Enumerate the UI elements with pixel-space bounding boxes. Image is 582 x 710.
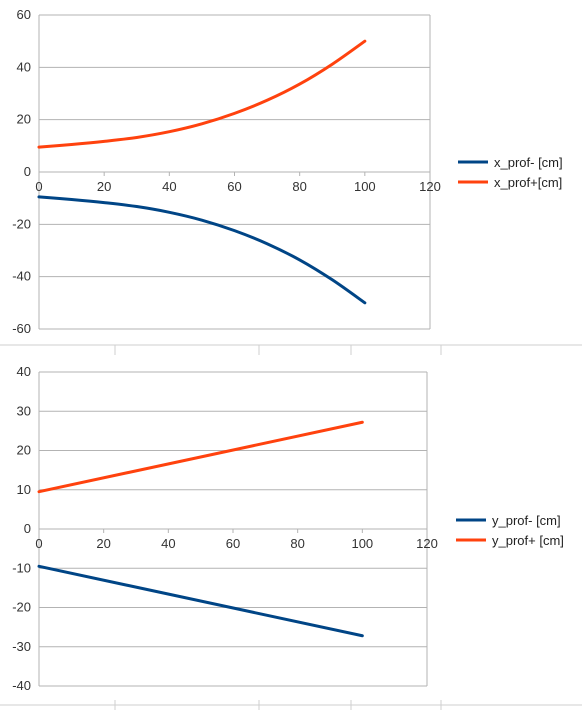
y-tick-label: -20 bbox=[12, 600, 31, 615]
x-tick-label: 20 bbox=[96, 536, 110, 551]
y-tick-label: 20 bbox=[17, 443, 31, 458]
y-tick-label: 30 bbox=[17, 403, 31, 418]
y-tick-label: -10 bbox=[12, 560, 31, 575]
x-tick-label: 20 bbox=[97, 179, 111, 194]
x-tick-label: 40 bbox=[161, 536, 175, 551]
series-line-minus bbox=[37, 195, 367, 305]
x-tick-label: 120 bbox=[419, 179, 441, 194]
y-tick-label: 60 bbox=[17, 7, 31, 22]
x-tick-label: 100 bbox=[351, 536, 373, 551]
separator-ticks bbox=[114, 345, 442, 710]
x-tick-label: 0 bbox=[35, 179, 42, 194]
y-tick-label: 40 bbox=[17, 59, 31, 74]
y-tick-label: -40 bbox=[12, 678, 31, 693]
x-profile-chart: 60 40 20 0 -20 -40 -60 0 20 40 60 80 100 120 x_prof- [… bbox=[12, 7, 562, 336]
y-tick-label: 0 bbox=[24, 164, 31, 179]
series-line-plus bbox=[37, 420, 364, 494]
y-tick-label: 40 bbox=[17, 364, 31, 379]
y-tick-label: -40 bbox=[12, 269, 31, 284]
legend-label: x_prof- [cm] bbox=[494, 155, 563, 170]
x-tick-label: 120 bbox=[416, 536, 438, 551]
legend-label: x_prof+[cm] bbox=[494, 175, 562, 190]
x-tick-label: 100 bbox=[354, 179, 376, 194]
y-tick-label: -20 bbox=[12, 216, 31, 231]
x-tick-label: 0 bbox=[35, 536, 42, 551]
x-tick-label: 80 bbox=[290, 536, 304, 551]
y-tick-label: -60 bbox=[12, 321, 31, 336]
legend-label: y_prof- [cm] bbox=[492, 513, 561, 528]
legend-label: y_prof+ [cm] bbox=[492, 533, 564, 548]
x-tick-label: 60 bbox=[227, 179, 241, 194]
series-line-plus bbox=[37, 39, 367, 149]
x-tick-label: 80 bbox=[292, 179, 306, 194]
y-tick-label: 20 bbox=[17, 112, 31, 127]
x-tick-label: 40 bbox=[162, 179, 176, 194]
y-tick-label: 0 bbox=[24, 521, 31, 536]
x-tick-label: 60 bbox=[226, 536, 240, 551]
y-tick-label: 10 bbox=[17, 482, 31, 497]
y-tick-label: -30 bbox=[12, 639, 31, 654]
series-line-minus bbox=[37, 564, 364, 638]
